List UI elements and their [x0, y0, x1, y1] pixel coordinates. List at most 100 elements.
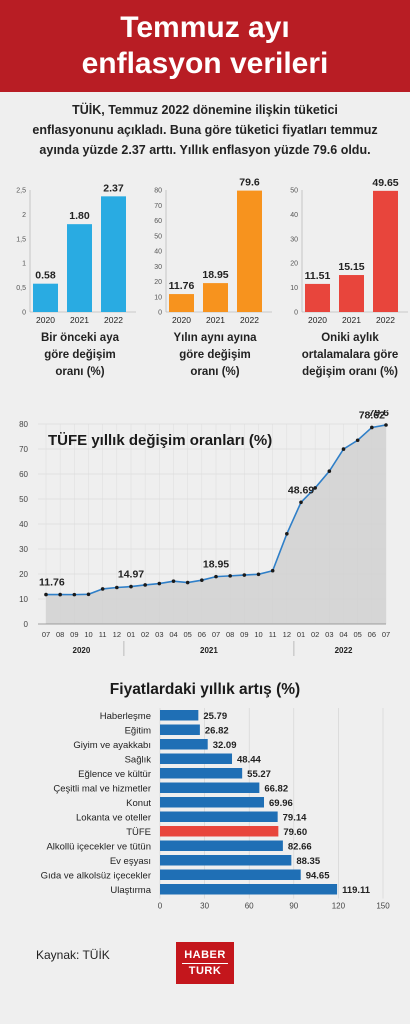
data-point — [58, 592, 62, 597]
y-tick-label: 2,5 — [16, 188, 26, 195]
data-point — [157, 581, 162, 586]
data-point — [86, 592, 91, 597]
y-tick-label: 30 — [154, 264, 162, 271]
x-tick-label: 11 — [99, 630, 107, 639]
twelve-month-average-chart: 0 10 20 30 40 50 11.51 2020 15.15 2021 49.65 2022 — [290, 178, 408, 325]
data-point — [72, 592, 77, 597]
annual-price-increase-chart: Fiyatlardaki yıllık artış (%) 0 30 60 90 120 1… — [41, 681, 391, 911]
bar — [203, 283, 228, 312]
caption-line: değişim oranı (%) — [302, 366, 398, 378]
bar — [339, 275, 364, 312]
bar — [160, 753, 233, 764]
x-tick-label: 07 — [42, 630, 50, 639]
category-label: Lokanta ve oteller — [76, 813, 151, 824]
data-label: 14.97 — [118, 569, 144, 581]
y-tick-label: 0 — [294, 310, 298, 317]
bar-value-label: 0.58 — [35, 270, 56, 282]
category-label: Sağlık — [125, 755, 152, 766]
data-point — [115, 585, 119, 590]
intro-line2: enflasyonunu açıkladı. Buna göre tüketic… — [32, 123, 378, 137]
bar-value-label: 88.35 — [296, 856, 320, 867]
bar-value-label: 11.51 — [305, 270, 331, 282]
y-tick-label: 1 — [22, 261, 26, 268]
y-tick-label: 80 — [154, 188, 162, 195]
x-tick-label: 03 — [155, 630, 163, 639]
y-tick-label: 30 — [19, 545, 28, 554]
monthly-change-chart: 0 0,5 1 1,5 2 2,5 0.58 2020 1.80 2021 2.37 2022 — [16, 182, 136, 325]
x-tick-label: 2021 — [206, 315, 225, 325]
y-tick-label: 20 — [19, 570, 28, 579]
data-label: 11.76 — [39, 577, 65, 589]
x-tick-label: 04 — [339, 630, 347, 639]
data-point — [143, 583, 147, 587]
bar — [160, 869, 301, 880]
page-title-line2: enflasyon verileri — [81, 47, 329, 80]
data-label: 79.6 — [369, 410, 390, 419]
y-tick-label: 10 — [290, 285, 298, 292]
x-tick-label: 03 — [325, 630, 333, 639]
bar — [237, 190, 262, 312]
bar — [373, 190, 398, 312]
bar — [160, 797, 265, 808]
page-title-line1: Temmuz ayı — [120, 11, 290, 44]
data-point — [370, 425, 374, 430]
intro-line3: ayında yüzde 2.37 arttı. Yıllık enflasyo… — [39, 143, 371, 157]
caption-twelve-month: Oniki aylık ortalamalara göre değişim or… — [290, 330, 410, 381]
bar-value-label: 79.6 — [239, 178, 260, 189]
source-label: Kaynak: TÜİK — [36, 948, 110, 962]
bar-value-label: 94.65 — [306, 871, 330, 882]
bar-value-label: 119.11 — [342, 885, 371, 896]
category-label: Eğlence ve kültür — [78, 769, 151, 780]
intro-line1: TÜİK, Temmuz 2022 dönemine ilişkin tüket… — [72, 103, 338, 117]
bar-value-label: 79.60 — [283, 827, 307, 838]
y-tick-label: 60 — [154, 218, 162, 225]
chart-title: Fiyatlardaki yıllık artış (%) — [110, 681, 300, 698]
data-point — [185, 580, 190, 585]
y-tick-label: 10 — [19, 595, 28, 604]
bar-value-label: 11.76 — [169, 280, 195, 292]
bar-value-label: 1.80 — [69, 210, 90, 222]
category-label: Alkollü içecekler ve tütün — [46, 842, 151, 853]
bar — [160, 826, 279, 837]
y-tick-label: 50 — [154, 233, 162, 240]
x-tick-label: 0 — [158, 902, 163, 911]
bar — [160, 739, 208, 750]
x-tick-label: 90 — [289, 902, 298, 911]
caption-line: Bir önceki aya — [41, 332, 119, 344]
caption-line: oranı (%) — [55, 366, 105, 378]
y-tick-label: 50 — [19, 495, 28, 504]
x-tick-label: 2022 — [104, 315, 123, 325]
area-fill — [46, 425, 386, 624]
caption-line: oranı (%) — [190, 366, 240, 378]
x-tick-label: 11 — [269, 630, 277, 639]
data-label: 48.69 — [288, 484, 314, 496]
x-tick-label: 60 — [245, 902, 254, 911]
y-tick-label: 0 — [158, 310, 162, 317]
bar-value-label: 49.65 — [372, 178, 398, 189]
data-label: 18.95 — [203, 559, 229, 571]
data-point — [228, 574, 232, 578]
x-tick-label: 09 — [240, 630, 248, 639]
x-tick-label: 06 — [198, 630, 206, 639]
data-point — [270, 568, 275, 573]
x-tick-label: 2021 — [70, 315, 89, 325]
caption-line: Yılın aynı ayına — [173, 332, 257, 344]
category-label: Gıda ve alkolsüz içecekler — [41, 871, 151, 882]
caption-line: göre değişim — [44, 349, 116, 361]
category-label: Konut — [126, 798, 151, 809]
data-point — [327, 469, 332, 473]
data-label: 78.62 — [359, 410, 385, 421]
bar-value-label: 48.44 — [237, 755, 261, 766]
bar-value-label: 25.79 — [203, 711, 227, 722]
caption-line: ortalamalara göre — [301, 349, 399, 361]
x-tick-label: 2022 — [240, 315, 259, 325]
data-point — [384, 423, 388, 427]
bar-value-label: 82.66 — [288, 842, 312, 853]
x-tick-label: 01 — [127, 630, 135, 639]
y-tick-label: 1,5 — [16, 236, 26, 243]
logo-line1: HABER — [184, 949, 226, 961]
x-tick-label: 2022 — [376, 315, 395, 325]
x-tick-label: 10 — [254, 630, 262, 639]
bar — [160, 840, 283, 851]
x-tick-label: 30 — [200, 902, 209, 911]
